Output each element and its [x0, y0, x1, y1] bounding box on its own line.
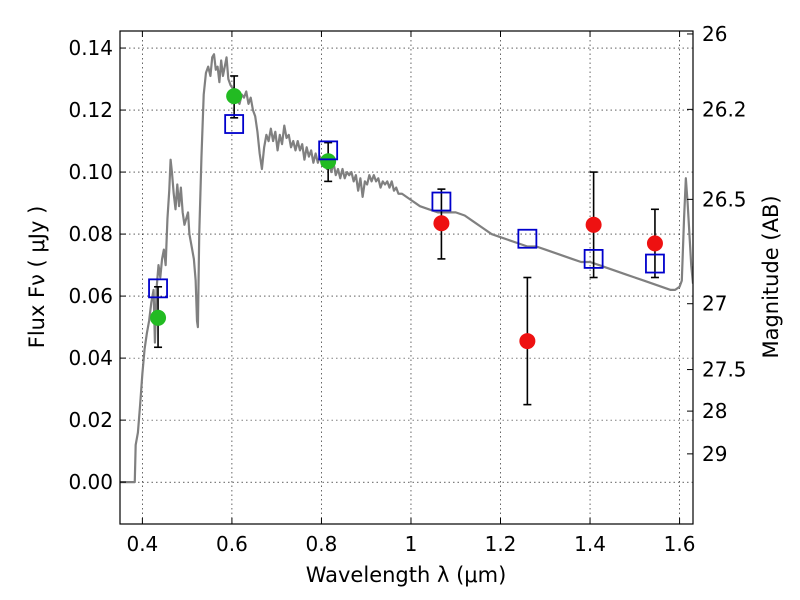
x-tick-label: 0.4 — [126, 532, 158, 556]
y-tick-label: 0.00 — [68, 470, 113, 494]
y2-tick-label: 26.2 — [702, 97, 747, 121]
y-tick-label: 0.06 — [68, 284, 113, 308]
plot-area — [120, 31, 693, 524]
x-axis-label: Wavelength λ (μm) — [306, 563, 507, 587]
y2-axis-label: Magnitude (AB) — [759, 195, 783, 358]
y-axis-label: Flux Fν ( μJy ) — [25, 206, 49, 349]
model-photometry-square — [431, 191, 452, 212]
model-photometry-square — [148, 278, 168, 299]
model-photometry-square — [583, 248, 604, 269]
y-tick-label: 0.04 — [68, 346, 113, 370]
plot-frame — [119, 30, 694, 525]
optical-data-point — [150, 309, 167, 326]
y-tick-label: 0.14 — [68, 36, 113, 60]
x-tick-label: 0.6 — [216, 532, 248, 556]
y-tick-label: 0.12 — [68, 98, 113, 122]
nir-data-point — [433, 215, 450, 232]
model-photometry-square — [517, 228, 538, 249]
x-tick-label: 1 — [405, 532, 418, 556]
optical-data-point — [226, 88, 243, 105]
nir-data-point — [519, 333, 536, 350]
y-tick-label: 0.08 — [68, 222, 113, 246]
x-tick-label: 1.6 — [664, 532, 696, 556]
y2-tick-label: 28 — [702, 399, 727, 423]
nir-data-point — [646, 235, 663, 252]
y-tick-label: 0.02 — [68, 408, 113, 432]
nir-data-point — [585, 216, 602, 233]
model-photometry-square — [318, 140, 339, 161]
model-photometry-square — [645, 253, 665, 274]
axes: 0.4 0.6 0.8 1 1.2 1.4 1.6 0.00 0.02 0.04 0.06 0.08 0… — [68, 22, 746, 556]
model-photometry-square — [224, 114, 245, 134]
model-spectrum-line — [120, 53, 693, 484]
x-tick-label: 1.2 — [485, 532, 517, 556]
y2-tick-label: 26.5 — [702, 187, 747, 211]
x-tick-label: 0.8 — [306, 532, 338, 556]
data-layer — [120, 53, 693, 484]
y2-tick-label: 27.5 — [702, 358, 747, 382]
y2-tick-label: 29 — [702, 442, 727, 466]
y-tick-label: 0.10 — [68, 160, 113, 184]
y2-tick-label: 26 — [702, 22, 727, 46]
optical-data-point — [320, 153, 337, 170]
x-tick-label: 1.4 — [574, 532, 606, 556]
y2-tick-label: 27 — [702, 292, 727, 316]
